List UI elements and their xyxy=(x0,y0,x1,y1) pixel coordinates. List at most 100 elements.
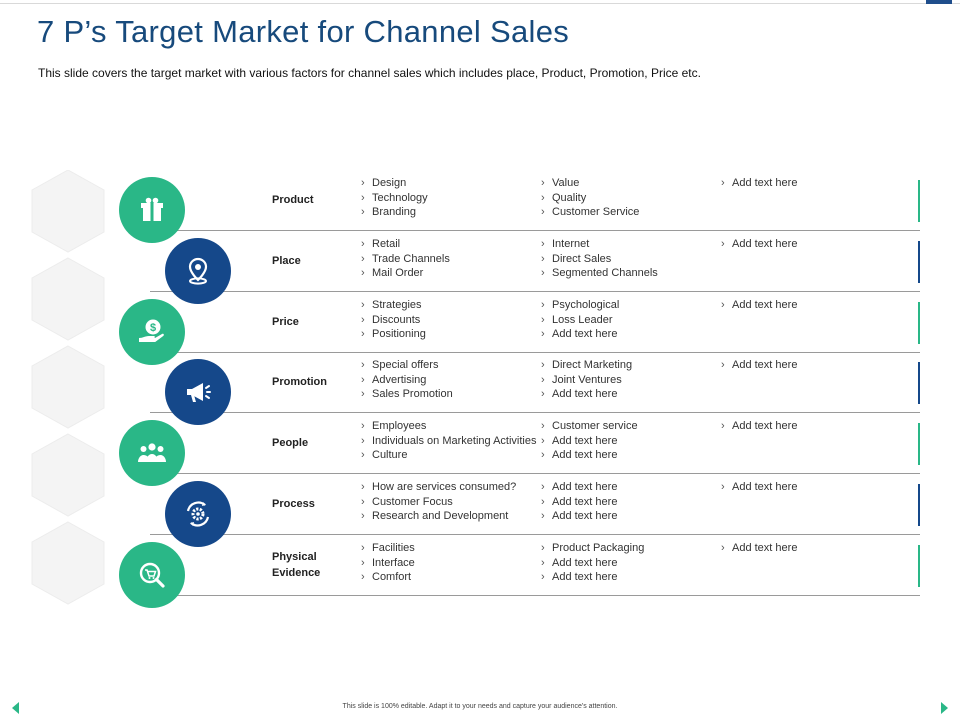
list-item: Special offers xyxy=(361,358,453,373)
list-item: Customer Focus xyxy=(361,495,516,510)
list-item: Add text here xyxy=(721,480,797,495)
row-column-1: DesignTechnologyBranding xyxy=(361,176,428,220)
list-item: Add text here xyxy=(721,237,797,252)
list-item: Add text here xyxy=(721,176,797,191)
list-item: Add text here xyxy=(541,434,638,449)
list-item: Strategies xyxy=(361,298,426,313)
row-column-2: ValueQualityCustomer Service xyxy=(541,176,639,220)
list-item: Retail xyxy=(361,237,450,252)
dollar-hand-icon: $ xyxy=(119,299,185,365)
row-divider xyxy=(150,352,920,353)
row-label: Process xyxy=(272,498,315,510)
row-column-3: Add text here xyxy=(721,541,797,556)
row-label: People xyxy=(272,437,309,449)
list-item: Discounts xyxy=(361,313,426,328)
row-column-3: Add text here xyxy=(721,358,797,373)
list-item: Add text here xyxy=(721,419,797,434)
table-row-price: Price StrategiesDiscountsPositioning Psych… xyxy=(150,292,920,353)
list-item: Add text here xyxy=(541,448,638,463)
list-item: Add text here xyxy=(721,541,797,556)
row-column-1: StrategiesDiscountsPositioning xyxy=(361,298,426,342)
next-slide-arrow-icon[interactable] xyxy=(941,702,948,714)
list-item: Internet xyxy=(541,237,658,252)
row-divider xyxy=(150,412,920,413)
list-item: Positioning xyxy=(361,327,426,342)
row-column-3: Add text here xyxy=(721,419,797,434)
list-item: Loss Leader xyxy=(541,313,619,328)
list-item: Segmented Channels xyxy=(541,266,658,281)
list-item: Add text here xyxy=(721,358,797,373)
list-item: Product Packaging xyxy=(541,541,644,556)
row-label: Place xyxy=(272,255,301,267)
list-item: Employees xyxy=(361,419,536,434)
row-accent-bar xyxy=(918,241,920,283)
row-column-3: Add text here xyxy=(721,176,797,191)
row-column-2: Customer serviceAdd text hereAdd text he… xyxy=(541,419,638,463)
table-row-promotion: Promotion Special offersAdvertisingSales … xyxy=(150,352,920,413)
row-column-3: Add text here xyxy=(721,480,797,495)
list-item: Technology xyxy=(361,191,428,206)
row-divider xyxy=(150,595,920,596)
row-accent-bar xyxy=(918,302,920,344)
top-accent-bar xyxy=(926,0,952,4)
gears-cycle-icon xyxy=(165,481,231,547)
list-item: How are services consumed? xyxy=(361,480,516,495)
row-divider xyxy=(150,534,920,535)
row-column-1: How are services consumed?Customer Focus… xyxy=(361,480,516,524)
list-item: Facilities xyxy=(361,541,415,556)
megaphone-icon xyxy=(165,359,231,425)
row-accent-bar xyxy=(918,180,920,222)
list-item: Customer Service xyxy=(541,205,639,220)
list-item: Add text here xyxy=(541,327,619,342)
list-item: Add text here xyxy=(721,298,797,313)
row-label: Promotion xyxy=(272,376,327,388)
list-item: Direct Marketing xyxy=(541,358,632,373)
row-column-1: RetailTrade ChannelsMail Order xyxy=(361,237,450,281)
list-item: Research and Development xyxy=(361,509,516,524)
list-item: Add text here xyxy=(541,495,617,510)
list-item: Quality xyxy=(541,191,639,206)
previous-slide-arrow-icon[interactable] xyxy=(12,702,19,714)
row-column-1: FacilitiesInterfaceComfort xyxy=(361,541,415,585)
list-item: Design xyxy=(361,176,428,191)
list-item: Add text here xyxy=(541,387,632,402)
row-column-3: Add text here xyxy=(721,237,797,252)
list-item: Trade Channels xyxy=(361,252,450,267)
list-item: Mail Order xyxy=(361,266,450,281)
row-label: Product xyxy=(272,194,314,206)
list-item: Individuals on Marketing Activities xyxy=(361,434,536,449)
row-column-2: Direct MarketingJoint VenturesAdd text h… xyxy=(541,358,632,402)
row-accent-bar xyxy=(918,362,920,404)
list-item: Culture xyxy=(361,448,536,463)
slide-subtitle: This slide covers the target market with… xyxy=(38,66,701,80)
gift-box-icon xyxy=(119,177,185,243)
row-column-1: EmployeesIndividuals on Marketing Activi… xyxy=(361,419,536,463)
list-item: Add text here xyxy=(541,509,617,524)
svg-text:$: $ xyxy=(150,322,156,334)
list-item: Add text here xyxy=(541,556,644,571)
table-row-product: Product DesignTechnologyBranding ValueQual… xyxy=(150,170,920,231)
list-item: Add text here xyxy=(541,570,644,585)
row-column-2: Product PackagingAdd text hereAdd text h… xyxy=(541,541,644,585)
row-divider xyxy=(150,230,920,231)
list-item: Customer service xyxy=(541,419,638,434)
table-row-place: Place RetailTrade ChannelsMail Order Inter… xyxy=(150,231,920,292)
row-accent-bar xyxy=(918,423,920,465)
list-item: Interface xyxy=(361,556,415,571)
list-item: Direct Sales xyxy=(541,252,658,267)
row-accent-bar xyxy=(918,484,920,526)
slide-title: 7 P’s Target Market for Channel Sales xyxy=(37,14,570,49)
row-column-2: PsychologicalLoss LeaderAdd text here xyxy=(541,298,619,342)
list-item: Branding xyxy=(361,205,428,220)
table-row-people: People EmployeesIndividuals on Marketing … xyxy=(150,413,920,474)
footer-note: This slide is 100% editable. Adapt it to… xyxy=(342,703,618,710)
row-column-2: Add text hereAdd text hereAdd text here xyxy=(541,480,617,524)
table-row-physical-evidence: Physical Evidence FacilitiesInterfaceComf… xyxy=(150,535,920,596)
row-column-1: Special offersAdvertisingSales Promotion xyxy=(361,358,453,402)
row-accent-bar xyxy=(918,545,920,587)
location-pin-icon xyxy=(165,238,231,304)
hexagon-background-pattern xyxy=(31,170,105,605)
list-item: Comfort xyxy=(361,570,415,585)
top-divider xyxy=(0,3,960,4)
people-group-icon xyxy=(119,420,185,486)
